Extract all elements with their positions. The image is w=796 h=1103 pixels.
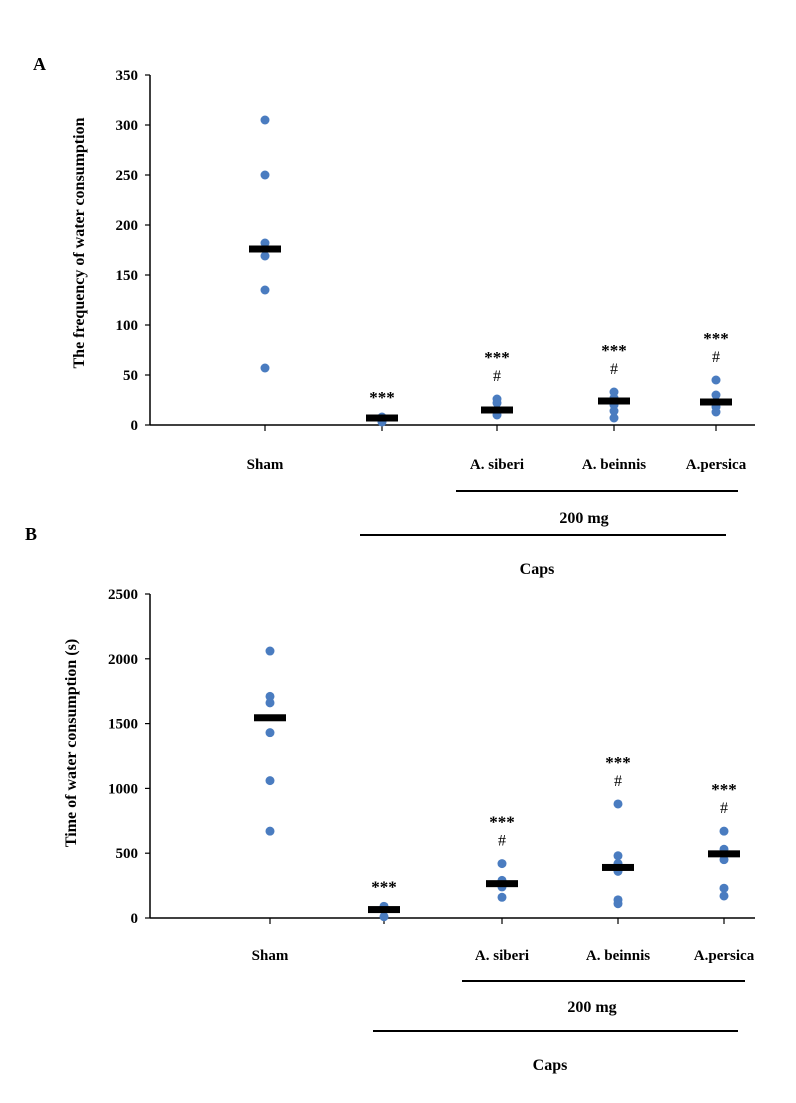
y-tick-label: 350 xyxy=(116,68,139,84)
data-point xyxy=(609,413,619,423)
significance-stars: *** xyxy=(489,813,515,832)
hash-marker: # xyxy=(614,773,622,790)
data-point xyxy=(260,170,270,180)
y-tick-label: 150 xyxy=(116,268,139,284)
mean-bar xyxy=(254,714,286,722)
data-point xyxy=(719,826,729,836)
significance-stars: *** xyxy=(371,877,397,896)
data-point xyxy=(260,285,270,295)
significance-stars: *** xyxy=(605,753,631,772)
mean-bar xyxy=(368,906,400,914)
y-tick-label: 0 xyxy=(131,911,139,927)
data-point xyxy=(260,115,270,125)
hash-marker: # xyxy=(493,368,501,385)
x-tick-label: Sham xyxy=(252,948,289,964)
y-tick-label: 250 xyxy=(116,168,139,184)
panel-a-caps-label: Caps xyxy=(520,561,555,578)
data-point xyxy=(497,859,507,869)
significance-stars: *** xyxy=(703,329,729,348)
data-point xyxy=(711,375,721,385)
y-tick-label: 100 xyxy=(116,318,139,334)
data-point xyxy=(711,407,721,417)
data-point xyxy=(265,646,275,656)
data-point xyxy=(719,891,729,901)
significance-stars: *** xyxy=(601,341,627,360)
data-point xyxy=(260,238,270,248)
data-point xyxy=(613,899,623,909)
y-tick-label: 0 xyxy=(131,418,139,434)
x-tick-label: A.persica xyxy=(686,457,747,473)
y-tick-label: 1500 xyxy=(108,717,138,733)
mean-bar xyxy=(602,863,634,871)
y-tick-label: 500 xyxy=(116,846,139,862)
y-tick-label: 2000 xyxy=(108,652,138,668)
panel-b-caps-label: Caps xyxy=(533,1057,568,1074)
data-point xyxy=(265,698,275,708)
hash-marker: # xyxy=(498,833,506,850)
data-point xyxy=(492,398,502,408)
significance-stars: *** xyxy=(369,388,395,407)
y-tick-label: 300 xyxy=(116,118,139,134)
hash-marker: # xyxy=(712,349,720,366)
mean-bar xyxy=(249,245,281,253)
x-tick-label: A. siberi xyxy=(470,457,524,473)
y-tick-label: 50 xyxy=(123,368,138,384)
panel-a-200mg-label: 200 mg xyxy=(559,510,608,527)
x-tick-label: A. beinnis xyxy=(582,457,646,473)
data-point xyxy=(260,363,270,373)
panel-a-label: A xyxy=(33,54,46,74)
y-tick-label: 200 xyxy=(116,218,139,234)
data-point xyxy=(379,912,389,922)
data-point xyxy=(265,776,275,786)
data-point xyxy=(265,691,275,701)
panel-b-y-axis-label: Time of water consumption (s) xyxy=(63,639,80,847)
data-point xyxy=(613,851,623,861)
y-tick-label: 1000 xyxy=(108,781,138,797)
data-point xyxy=(260,251,270,261)
data-point xyxy=(613,799,623,809)
mean-bar xyxy=(700,398,732,406)
mean-bar xyxy=(366,414,398,422)
panel-a-y-axis-label: The frequency of water consumption xyxy=(71,117,88,368)
data-point xyxy=(711,390,721,400)
data-point xyxy=(265,728,275,738)
panel-b-200mg-label: 200 mg xyxy=(567,999,616,1016)
mean-bar xyxy=(481,406,513,414)
data-point xyxy=(609,406,619,416)
panel-b-label: B xyxy=(25,524,37,544)
significance-stars: *** xyxy=(484,348,510,367)
significance-stars: *** xyxy=(711,780,737,799)
x-tick-label: A. siberi xyxy=(475,948,529,964)
mean-bar xyxy=(708,850,740,858)
x-tick-label: A.persica xyxy=(694,948,755,964)
x-tick-label: A. beinnis xyxy=(586,948,650,964)
hash-marker: # xyxy=(720,800,728,817)
data-point xyxy=(719,883,729,893)
mean-bar xyxy=(486,880,518,888)
data-point xyxy=(497,892,507,902)
x-tick-label: Sham xyxy=(247,457,284,473)
y-tick-label: 2500 xyxy=(108,587,138,603)
hash-marker: # xyxy=(610,361,618,378)
data-point xyxy=(719,855,729,865)
data-point xyxy=(265,826,275,836)
mean-bar xyxy=(598,397,630,405)
